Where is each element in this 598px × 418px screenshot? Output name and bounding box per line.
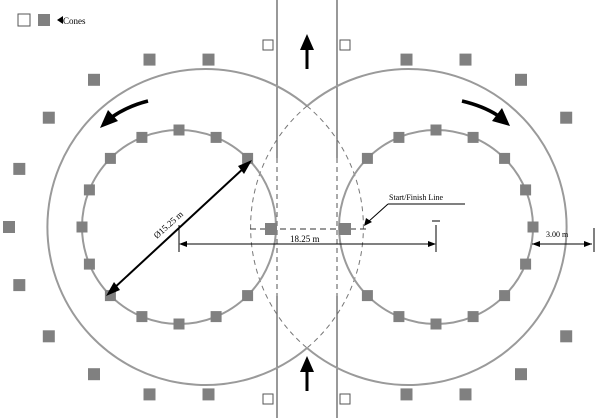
lane-lines: [276, 0, 338, 418]
cone: [520, 258, 532, 270]
cone: [242, 290, 254, 302]
start-finish-label: Start/Finish Line: [389, 193, 443, 202]
lane-width-dimension: 3.00 m: [532, 228, 595, 252]
arrow-up-icon: [300, 34, 314, 69]
legend: Cones: [17, 13, 86, 27]
start-finish-callout: Start/Finish Line: [364, 193, 465, 226]
cone: [202, 53, 215, 66]
cone: [459, 388, 472, 401]
cone: [430, 318, 442, 330]
cone: [104, 290, 116, 302]
cone: [467, 131, 479, 143]
cone: [499, 152, 511, 164]
cone: [520, 184, 532, 196]
curved-arrow-cw-icon: [461, 99, 510, 126]
cone: [173, 318, 185, 330]
cone: [467, 311, 479, 323]
open-square-marker: [262, 39, 274, 51]
inner-circles: [81, 129, 534, 325]
cone: [13, 279, 26, 292]
legend-label: Cones: [63, 16, 86, 26]
cone: [242, 152, 254, 164]
cone: [400, 53, 413, 66]
cone: [499, 290, 511, 302]
cone: [430, 124, 442, 136]
right-outer-circle: [306, 68, 568, 386]
left-outer-circle: [46, 68, 308, 386]
cone: [76, 221, 88, 233]
cone: [459, 53, 472, 66]
center-distance-label: 18.25 m: [290, 234, 320, 244]
cone: [210, 131, 222, 143]
cone: [400, 388, 413, 401]
cone: [560, 111, 573, 124]
filled-square-marker: [38, 14, 50, 26]
outer-circles: [46, 68, 568, 386]
cone: [210, 311, 222, 323]
cone: [88, 73, 100, 86]
cone: [265, 223, 277, 235]
cone: [527, 221, 539, 233]
cone: [393, 311, 405, 323]
cone: [88, 368, 100, 381]
cone: [202, 388, 215, 401]
cone: [361, 290, 373, 302]
left-triangle-pointer: [57, 16, 63, 24]
cone: [3, 221, 15, 233]
cone: [83, 258, 95, 270]
diameter-label: Ø15.25 m: [152, 209, 185, 241]
cones: [3, 53, 573, 401]
cone: [143, 388, 156, 401]
cone: [560, 330, 573, 343]
cone: [173, 124, 185, 136]
cone: [361, 152, 373, 164]
right-outer-circle-overlap: [250, 105, 308, 349]
lane-width-label: 3.00 m: [546, 230, 569, 239]
open-square-marker: [262, 393, 274, 405]
open-square-marker: [339, 393, 351, 405]
left-outer-circle-overlap: [306, 105, 364, 349]
cone: [393, 131, 405, 143]
cone: [42, 111, 55, 124]
cone: [13, 162, 26, 175]
cone: [515, 368, 527, 381]
cone: [136, 131, 148, 143]
cone: [136, 311, 148, 323]
timing-markers: [262, 39, 351, 405]
cone: [83, 184, 95, 196]
arrow-up-icon: [300, 356, 314, 391]
cone: [143, 53, 156, 66]
curved-arrow-ccw-icon: [100, 99, 149, 128]
cone: [515, 73, 527, 86]
center-distance-dimension: 18.25 m: [178, 220, 440, 252]
cone: [42, 330, 55, 343]
diameter-dimension: Ø15.25 m: [106, 160, 252, 296]
open-square-marker: [339, 39, 351, 51]
cone: [104, 152, 116, 164]
open-square-marker: [17, 13, 31, 27]
cone: [339, 223, 351, 235]
